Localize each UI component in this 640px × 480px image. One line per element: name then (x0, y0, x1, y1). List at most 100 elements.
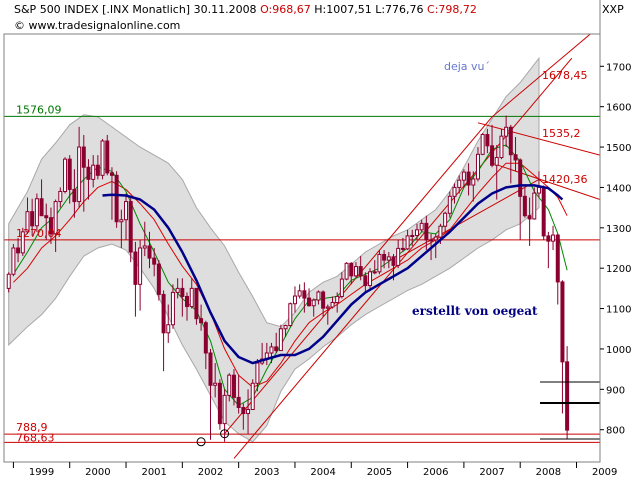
candle (58, 187, 63, 208)
level-label-0: 1576,09 (16, 103, 62, 116)
candle-body (485, 134, 490, 147)
candle-body (152, 257, 157, 265)
close-label: C:798,72 (427, 3, 477, 16)
trend-line-0 (233, 57, 573, 459)
candle (363, 272, 368, 293)
candle-body (91, 164, 96, 180)
candle (194, 287, 199, 325)
candle (185, 292, 190, 321)
candle (353, 262, 358, 279)
plot-area (4, 34, 600, 459)
candle-body (292, 295, 297, 305)
candle-body (156, 263, 161, 295)
candle (283, 324, 288, 337)
candle-body (72, 188, 77, 203)
candle-body (246, 409, 251, 415)
candle-body (288, 303, 293, 327)
candle (246, 389, 251, 434)
candle (447, 191, 452, 218)
candle-body (504, 126, 509, 137)
candle (217, 379, 222, 430)
candle (227, 373, 232, 402)
candle-body (34, 198, 39, 227)
candle (344, 262, 349, 281)
candle (48, 207, 53, 244)
candle-body (283, 325, 288, 330)
y-tick-label: 1400 (606, 183, 631, 194)
candle-body (396, 247, 401, 266)
candle (321, 290, 326, 317)
candle-body (457, 179, 462, 188)
candle-body (330, 302, 335, 308)
candle (297, 284, 302, 299)
candle (490, 124, 495, 168)
candle-body (546, 235, 551, 242)
candle-body (560, 281, 565, 363)
candle (443, 211, 448, 232)
candle (6, 272, 11, 293)
candle (457, 175, 462, 194)
candle (203, 320, 208, 370)
candle (485, 128, 490, 154)
candle (241, 403, 246, 430)
candle (170, 284, 175, 329)
x-tick-label: 2003 (254, 467, 279, 478)
candle (349, 262, 354, 285)
candle (518, 158, 523, 240)
level-label-1: 1270,04 (16, 227, 62, 240)
candle-body (452, 186, 457, 197)
candle-body (124, 201, 129, 221)
candle (128, 197, 133, 263)
candle-body (44, 215, 49, 219)
candle (213, 363, 218, 398)
candle (67, 155, 72, 204)
candle-body (217, 382, 222, 425)
trend-line-2 (477, 122, 600, 156)
candle (433, 233, 438, 259)
chart-header: S&P 500 INDEX [.INX Monatlich] 30.11.200… (0, 0, 640, 34)
candle (386, 252, 391, 269)
candle-body (429, 239, 434, 242)
candle (466, 163, 471, 196)
candle-body (316, 291, 321, 301)
candle-body (475, 153, 480, 180)
high-label: H:1007,51 (314, 3, 372, 16)
interval-label: Monatlich] (132, 3, 191, 16)
candle (288, 302, 293, 327)
candle-body (86, 166, 91, 180)
candle (475, 147, 480, 182)
candle (302, 282, 307, 313)
candle-body (231, 374, 236, 398)
candle-body (419, 222, 424, 231)
y-tick-label: 800 (606, 426, 625, 437)
candle-body (95, 164, 100, 176)
candle-body (16, 247, 21, 254)
candle-body (311, 299, 316, 307)
candle-body (405, 235, 410, 250)
candle-body (490, 145, 495, 166)
candle-body (53, 201, 58, 235)
y-tick-label: 1500 (606, 143, 631, 154)
candle (527, 197, 532, 246)
website-line: © www.tradesignalonline.com (14, 18, 180, 34)
candle-body (30, 211, 35, 227)
candle-body (274, 346, 279, 352)
candle (555, 233, 560, 305)
candle-body (414, 229, 419, 236)
candle-body (39, 198, 44, 217)
candle (133, 241, 138, 317)
candle-body (180, 287, 185, 297)
candle-body (269, 346, 274, 354)
candle-body (325, 306, 330, 309)
candle-body (391, 256, 396, 266)
candle-body (236, 396, 241, 408)
x-tick-label: 2007 (479, 467, 504, 478)
trend-label-1: 1535,2 (542, 127, 581, 140)
candle-body (480, 134, 485, 155)
candle (499, 128, 504, 160)
candle-body (128, 201, 133, 253)
candle (292, 286, 297, 313)
candle (95, 155, 100, 180)
candle-body (302, 290, 307, 299)
candle-body (297, 290, 302, 297)
